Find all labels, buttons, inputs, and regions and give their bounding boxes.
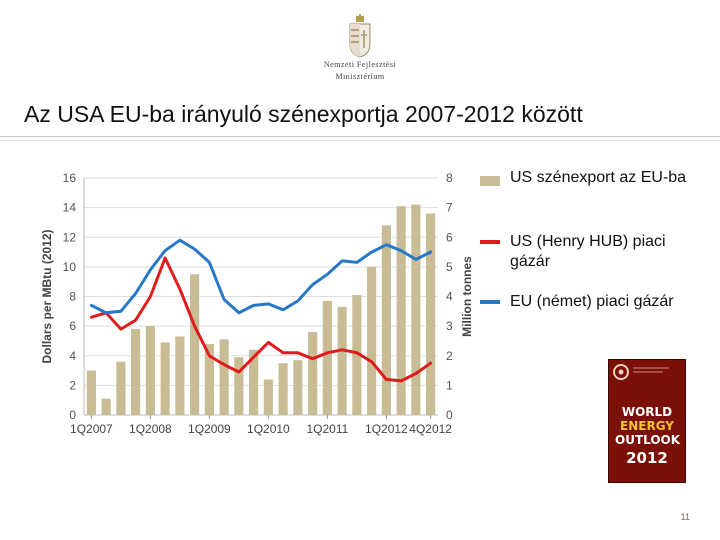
legend-item-coal-export: US szénexport az EU-ba <box>480 168 700 212</box>
line-henry-hub <box>89 256 433 383</box>
page-title: Az USA EU-ba irányuló szénexportja 2007-… <box>24 101 583 127</box>
right-tick-label: 4 <box>446 290 453 304</box>
book-title-line2: ENERGY <box>620 419 674 433</box>
right-tick-label: 6 <box>446 230 453 244</box>
book-title-line1: WORLD <box>621 405 673 419</box>
right-tick-label: 1 <box>446 378 453 392</box>
x-tick-label: 4Q2012 <box>409 422 452 436</box>
left-tick-label: 12 <box>63 230 77 244</box>
x-tick-label: 1Q2009 <box>188 422 231 436</box>
legend-item-eu-gas: EU (német) piaci gázár <box>480 292 700 336</box>
bar-coal-export <box>175 336 185 415</box>
bar-coal-export <box>426 213 436 415</box>
right-tick-label: 7 <box>446 201 453 215</box>
bar-coal-export <box>381 225 391 415</box>
legend-item-henry-hub: US (Henry HUB) piaci gázár <box>480 232 700 276</box>
left-tick-label: 0 <box>69 408 76 422</box>
bar-coal-export <box>101 398 111 415</box>
bar-coal-export <box>249 349 259 415</box>
right-tick-label: 3 <box>446 319 453 333</box>
y-axis-left-title: Dollars per MBtu (2012) <box>40 229 54 363</box>
bar-coal-export <box>337 306 347 415</box>
x-tick-label: 1Q2011 <box>306 422 348 436</box>
bar-coal-export <box>219 339 229 415</box>
title-divider <box>0 136 720 137</box>
bar-coal-export <box>190 274 200 415</box>
left-tick-label: 16 <box>63 171 77 185</box>
bar-coal-export <box>234 357 244 415</box>
bar-coal-export <box>145 326 155 415</box>
line-eu-gas <box>89 238 433 315</box>
legend-label-henry-hub: US (Henry HUB) piaci gázár <box>510 233 666 270</box>
org-name-line2: Minisztérium <box>335 72 385 81</box>
world-energy-outlook-cover: WORLD ENERGY OUTLOOK 2012 <box>609 360 685 482</box>
right-tick-label: 0 <box>446 408 453 422</box>
bar-coal-export <box>352 295 362 415</box>
bar-coal-export <box>131 329 141 415</box>
left-tick-label: 4 <box>69 349 76 363</box>
book-title-year: 2012 <box>626 449 668 467</box>
legend-swatch-bar <box>480 176 500 186</box>
left-tick-label: 14 <box>63 201 77 215</box>
legend-label-coal-export: US szénexport az EU-ba <box>510 169 687 186</box>
y-axis-right-title: Million tonnes <box>460 256 474 337</box>
bar-coal-export <box>322 300 332 415</box>
legend-swatch-blue-line <box>480 300 500 304</box>
x-tick-label: 1Q2007 <box>70 422 113 436</box>
bar-coal-export <box>396 206 406 415</box>
bar-coal-export <box>263 379 273 415</box>
right-tick-label: 2 <box>446 349 453 363</box>
bar-coal-export <box>411 204 421 415</box>
x-tick-label: 1Q2010 <box>247 422 290 436</box>
title-divider-shadow <box>0 140 720 141</box>
coat-of-arms-icon <box>349 14 371 58</box>
legend-label-eu-gas: EU (német) piaci gázár <box>510 293 674 310</box>
bar-coal-export <box>86 370 96 415</box>
page-number: 11 <box>680 512 690 522</box>
right-tick-label: 8 <box>446 171 453 185</box>
bar-coal-export <box>278 363 288 415</box>
legend-swatch-red-line <box>480 240 500 244</box>
x-tick-label: 1Q2012 <box>365 422 408 436</box>
bar-coal-export <box>293 360 303 415</box>
bar-coal-export <box>116 361 126 415</box>
left-tick-label: 10 <box>63 260 77 274</box>
left-tick-label: 6 <box>69 319 76 333</box>
bar-coal-export <box>308 332 318 415</box>
org-name-line1: Nemzeti Fejlesztési <box>323 60 397 69</box>
left-tick-label: 2 <box>69 378 76 392</box>
bar-coal-export <box>204 343 214 415</box>
book-title-line3: OUTLOOK <box>615 433 681 447</box>
bar-coal-export <box>160 342 170 415</box>
right-tick-label: 5 <box>446 260 453 274</box>
bar-coal-export <box>367 266 377 415</box>
x-tick-label: 1Q2008 <box>129 422 172 436</box>
iea-logo-icon <box>613 364 669 380</box>
left-tick-label: 8 <box>69 290 76 304</box>
ministry-logo: Nemzeti Fejlesztési Minisztérium <box>300 14 420 84</box>
